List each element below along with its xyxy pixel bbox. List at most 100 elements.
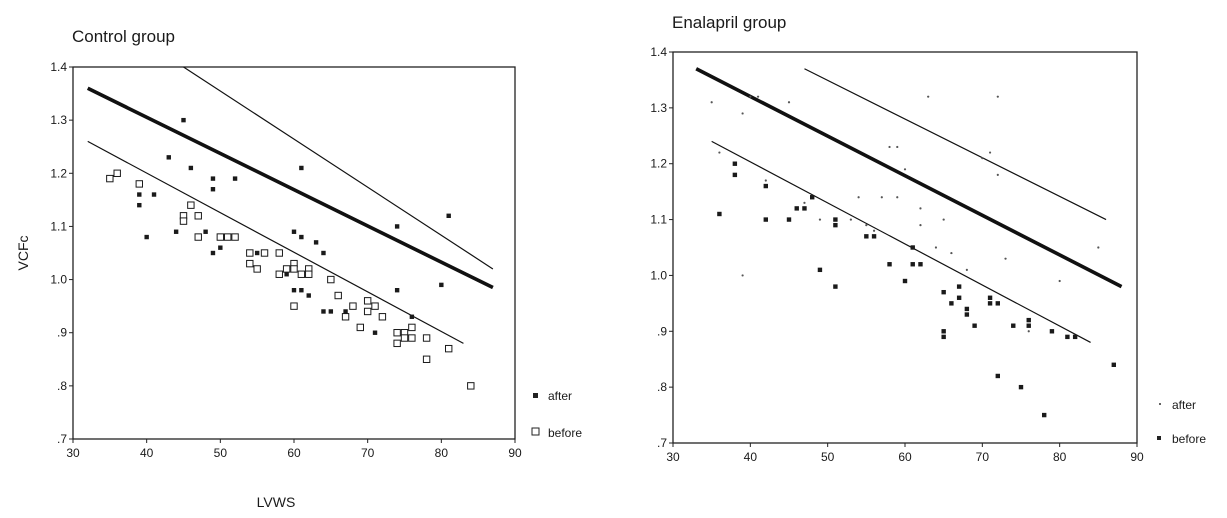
data-point-before	[246, 249, 254, 257]
data-point-after	[981, 157, 984, 160]
y-tick-label: .7	[57, 432, 67, 446]
y-tick-label: 1.1	[50, 219, 67, 233]
data-point-after	[299, 165, 304, 171]
data-point-before	[253, 265, 261, 273]
legend-label-before: before	[1172, 432, 1206, 446]
data-point-before	[467, 382, 475, 390]
y-tick-label: 1.2	[50, 166, 67, 180]
plot-frame	[72, 66, 516, 440]
data-point-before	[987, 295, 993, 300]
data-point-before	[995, 373, 1000, 379]
data-point-before	[902, 278, 908, 284]
data-point-before	[949, 301, 954, 306]
data-point-before	[1026, 323, 1031, 328]
data-point-after	[284, 272, 289, 277]
data-point-before	[871, 234, 877, 239]
data-point-after	[896, 196, 899, 199]
data-point-after	[749, 95, 752, 98]
data-point-after	[927, 95, 930, 98]
data-point-before	[327, 275, 335, 284]
data-point-before	[224, 233, 232, 241]
data-point-before	[290, 302, 298, 310]
data-point-after	[896, 145, 899, 149]
y-tick-label: .8	[657, 380, 667, 394]
x-tick-label: 70	[976, 450, 990, 464]
data-point-before	[717, 211, 722, 217]
data-point-before	[817, 267, 823, 273]
data-point-before	[400, 334, 409, 342]
data-point-after	[934, 246, 938, 249]
data-point-before	[956, 295, 962, 300]
data-point-after	[306, 293, 311, 298]
data-point-before	[918, 262, 923, 267]
y-tick-label: 1.4	[650, 45, 667, 59]
chart-title: Enalapril group	[672, 13, 786, 32]
data-point-before	[179, 217, 188, 225]
data-point-before	[732, 172, 738, 178]
legend-label-after: after	[548, 389, 572, 403]
data-point-after	[203, 229, 208, 234]
y-tick-label: 1.3	[650, 101, 667, 115]
chart-title: Control group	[72, 27, 175, 46]
data-point-after	[299, 234, 304, 240]
data-point-after	[919, 207, 922, 210]
x-tick-label: 50	[214, 446, 228, 460]
data-point-before	[794, 206, 799, 211]
x-tick-label: 80	[435, 446, 449, 460]
data-point-before	[275, 249, 283, 257]
data-point-after	[718, 151, 721, 154]
data-point-before	[864, 234, 869, 239]
legend-label-before: before	[548, 426, 582, 440]
data-point-after	[409, 314, 415, 319]
data-point-before	[802, 206, 807, 211]
x-tick-label: 60	[287, 446, 301, 460]
x-tick-label: 50	[821, 450, 835, 464]
data-point-before	[1011, 323, 1016, 328]
data-point-before	[194, 233, 202, 241]
data-point-after	[218, 245, 223, 250]
data-point-after	[880, 196, 883, 199]
data-point-before	[363, 297, 372, 305]
y-tick-label: 1.1	[650, 213, 667, 227]
data-point-before	[135, 180, 144, 188]
data-point-after	[291, 288, 297, 293]
data-point-after	[818, 218, 822, 221]
data-point-before	[363, 307, 372, 316]
data-point-before	[732, 161, 738, 166]
data-point-after	[903, 168, 907, 171]
data-point-before	[1042, 412, 1047, 418]
data-point-after	[394, 288, 400, 293]
data-point-before	[305, 270, 313, 278]
y-tick-label: 1.0	[650, 268, 667, 282]
data-point-before	[987, 301, 993, 306]
y-axis-label: VCFc	[15, 236, 31, 271]
data-point-after	[439, 282, 444, 288]
data-point-before	[349, 302, 357, 310]
data-point-after	[210, 250, 216, 256]
data-point-before	[106, 174, 114, 183]
x-tick-label: 30	[666, 450, 680, 464]
data-point-after	[764, 179, 767, 182]
data-point-after	[181, 117, 186, 123]
data-point-after	[849, 218, 852, 221]
data-point-after	[394, 224, 400, 229]
x-tick-label: 40	[744, 450, 758, 464]
legend-marker-after	[533, 393, 538, 398]
data-point-before	[1111, 362, 1116, 367]
data-point-before	[113, 169, 121, 177]
enalapril-group-panel: Enalapril group 30 40 50 60 70 80 90 .7 .8 .9 1.0…	[650, 13, 1206, 464]
data-point-after	[950, 251, 953, 255]
data-point-after	[232, 176, 238, 181]
y-tick-label: 1.3	[50, 113, 67, 127]
data-point-before	[956, 284, 962, 289]
x-tick-label: 70	[361, 446, 375, 460]
data-point-before	[408, 323, 416, 332]
y-tick-label: .9	[657, 324, 667, 338]
data-point-after	[787, 101, 791, 104]
data-point-after	[144, 234, 149, 240]
regression-line	[695, 67, 1123, 289]
data-point-before	[1018, 384, 1024, 390]
legend: after before	[531, 389, 582, 440]
data-point-after	[741, 274, 744, 277]
